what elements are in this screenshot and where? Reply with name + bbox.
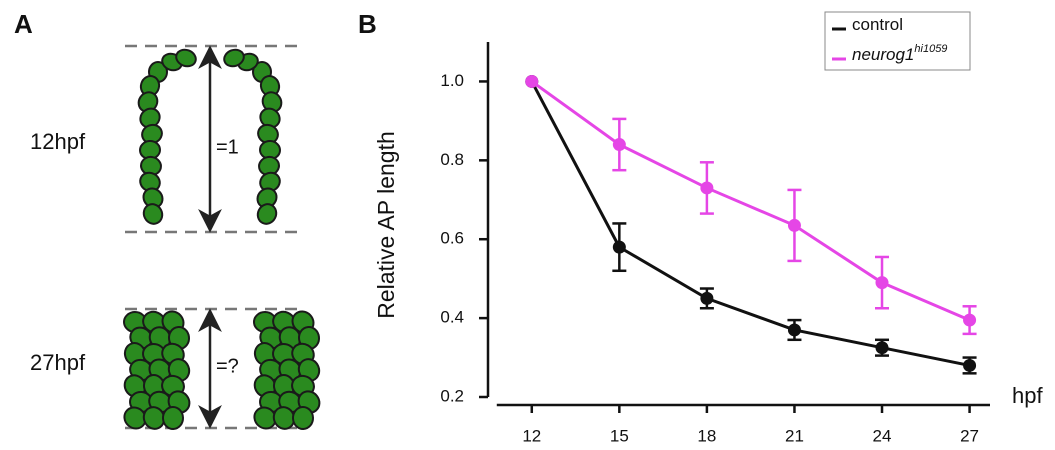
point [875, 341, 889, 355]
y-tick-label: 0.2 [440, 386, 464, 405]
y-tick-label: 0.6 [440, 229, 464, 248]
y-axis-label: Relative AP length [373, 131, 399, 319]
panel-letter: A [14, 9, 33, 39]
point [787, 218, 801, 232]
cells [123, 48, 321, 430]
legend-label: control [852, 15, 903, 34]
legend-name: control [852, 15, 903, 34]
point [525, 74, 539, 88]
point [963, 358, 977, 372]
arrow-head [198, 208, 222, 233]
point [700, 181, 714, 195]
cell [175, 48, 197, 68]
cell [142, 203, 164, 225]
point [787, 323, 801, 337]
panel-letter: B [358, 9, 377, 39]
panel-a: A 12hpf =1 27hpf =? [14, 9, 321, 430]
x-tick-label: 18 [697, 426, 716, 445]
arrow-head [198, 308, 222, 333]
cell [291, 406, 315, 430]
legend-superscript: hi1059 [914, 43, 947, 55]
point [875, 276, 889, 290]
y-tick-label: 0.8 [440, 150, 464, 169]
legend-label: neurog1hi1059 [852, 43, 947, 65]
stage-label: 12hpf [30, 129, 86, 154]
arrows [198, 45, 222, 429]
cell [256, 203, 278, 225]
legend-box [824, 11, 971, 71]
point [612, 240, 626, 254]
series-line [530, 80, 970, 367]
cell [137, 91, 159, 113]
y-tick-label: 1.0 [440, 71, 464, 90]
point [612, 138, 626, 152]
arrow-head [198, 404, 222, 429]
cell [142, 187, 164, 209]
cell [123, 406, 147, 430]
ratio-label: =1 [216, 136, 239, 158]
y-tick-label: 0.4 [440, 308, 464, 327]
stage-label: 27hpf [30, 350, 86, 375]
ratio-label: =? [216, 355, 239, 377]
panel-b: B Relative AP length hpf [358, 9, 1043, 408]
cell [253, 406, 277, 430]
x-axis-label: hpf [1012, 383, 1043, 408]
cell [261, 91, 283, 113]
x-tick-label: 27 [960, 426, 979, 445]
x-tick-label: 12 [522, 426, 541, 445]
cell [223, 48, 245, 68]
cell [161, 406, 185, 430]
point [700, 291, 714, 305]
x-tick-label: 24 [873, 426, 892, 445]
arrow-head [198, 45, 222, 70]
x-tick-label: 15 [610, 426, 629, 445]
legend-name: neurog1 [852, 45, 914, 64]
cell [256, 187, 278, 209]
series-line [530, 80, 971, 322]
x-tick-label: 21 [785, 426, 804, 445]
point [963, 313, 977, 327]
